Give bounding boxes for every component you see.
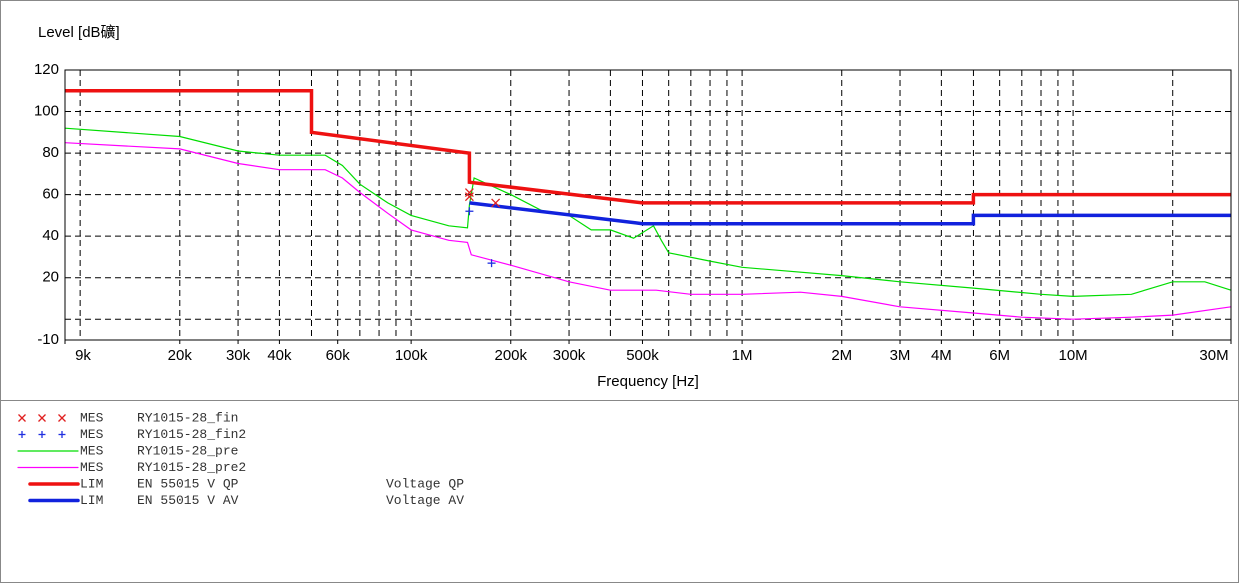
legend-name: EN 55015 V QP [137,476,239,491]
marker-stroke [464,192,474,202]
y-tick-label: 120 [34,61,59,78]
marker [18,431,26,438]
legend-prefix: MES [80,410,104,425]
x-tick-label: 20k [168,347,193,364]
legend-description: Voltage QP [386,476,464,491]
x-axis-label: Frequency [Hz] [597,373,699,390]
marker [38,431,46,438]
y-tick-label: 20 [42,269,59,286]
y-tick-label: 100 [34,103,59,120]
x-tick-label: 30M [1199,347,1228,364]
x-tick-label: 60k [326,347,351,364]
y-tick-label: 40 [42,227,59,244]
x-tick-label: 30k [226,347,251,364]
x-tick-label: 4M [931,347,952,364]
marker [38,414,46,422]
y-axis-label: Level [dB礦] [38,24,120,41]
legend-name: RY1015-28_fin2 [137,427,246,442]
legend-name: RY1015-28_pre [137,443,238,458]
marker [464,188,474,197]
series-line [64,127,1232,298]
x-tick-label: 9k [75,347,91,364]
x-tick-label: 40k [267,347,292,364]
marker-stroke [491,198,501,208]
y-tick-label: 80 [42,144,59,161]
x-tick-label: 100k [395,347,428,364]
legend-name: EN 55015 V AV [137,493,239,508]
x-tick-label: 200k [494,347,527,364]
legend-prefix: MES [80,460,104,475]
x-tick-label: 3M [890,347,911,364]
series-line [65,89,1231,205]
legend-prefix: LIM [80,476,103,491]
x-tick-label: 10M [1058,347,1087,364]
legend-prefix: MES [80,443,104,458]
legend-description: Voltage AV [386,493,464,508]
marker-stroke [38,414,46,422]
marker [491,198,501,208]
legend-prefix: LIM [80,493,103,508]
y-tick-label: 60 [42,186,59,203]
x-tick-label: 2M [831,347,852,364]
x-tick-label: 500k [626,347,659,364]
x-tick-label: 300k [553,347,586,364]
marker [487,259,496,268]
marker-stroke [18,414,26,422]
y-tick-label: -10 [37,331,59,348]
marker [58,414,66,422]
marker [18,414,26,422]
series-line [469,201,1231,226]
x-tick-label: 6M [989,347,1010,364]
series-line [64,142,1232,320]
legend-name: RY1015-28_fin [137,410,238,425]
marker [464,192,474,202]
x-tick-label: 1M [732,347,753,364]
plot-border [64,69,1232,341]
marker [465,207,474,216]
legend-prefix: MES [80,427,104,442]
legend-name: RY1015-28_pre2 [137,460,246,475]
marker-stroke [58,414,66,422]
marker-stroke [464,188,474,197]
marker [58,431,66,438]
